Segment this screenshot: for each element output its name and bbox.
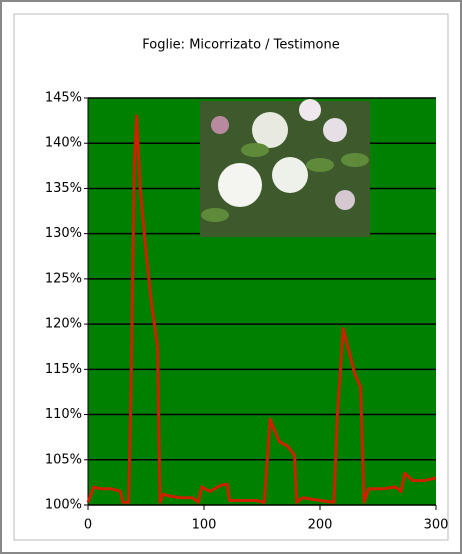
- flower: [335, 190, 355, 210]
- flower: [218, 163, 262, 207]
- flower: [211, 116, 229, 134]
- plot: 100% 105% 110% 115% 120% 125% 130% 135% 140% 145%…: [45, 91, 449, 533]
- leaf: [306, 158, 334, 172]
- x-tick-label: 200: [308, 518, 333, 533]
- chart-title: Foglie: Micorrizato / Testimone: [142, 38, 340, 53]
- leaf: [241, 143, 269, 157]
- x-tick-label: 300: [424, 518, 449, 533]
- flower: [272, 157, 308, 193]
- leaf: [201, 208, 229, 222]
- leaf: [341, 153, 369, 167]
- y-tick-label: 100%: [45, 498, 82, 513]
- y-tick-label: 110%: [45, 407, 82, 422]
- y-tick-label: 135%: [45, 181, 82, 196]
- chart: Foglie: Micorrizato / Testimone 100% 105%…: [0, 0, 462, 554]
- y-tick-label: 115%: [45, 362, 82, 377]
- y-tick-label: 140%: [45, 136, 82, 151]
- y-tick-label: 130%: [45, 226, 82, 241]
- x-tick-label: 100: [192, 518, 217, 533]
- flower: [252, 112, 288, 148]
- flower: [299, 99, 321, 121]
- y-tick-label: 125%: [45, 271, 82, 286]
- y-tick-label: 145%: [45, 91, 82, 106]
- x-tick-label: 0: [84, 518, 92, 533]
- photo: [200, 99, 370, 237]
- y-tick-label: 105%: [45, 452, 82, 467]
- y-tick-label: 120%: [45, 317, 82, 332]
- flower: [323, 118, 347, 142]
